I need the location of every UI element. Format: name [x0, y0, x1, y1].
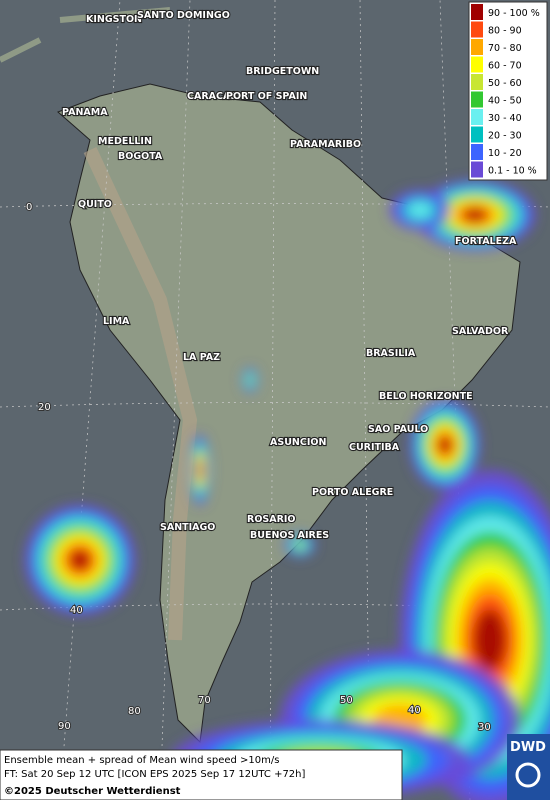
city-label: SANTO DOMINGO	[137, 10, 230, 21]
city-label: FORTALEZA	[455, 236, 517, 247]
legend-label: 90 - 100 %	[488, 8, 540, 19]
legend-label: 60 - 70	[488, 61, 522, 72]
legend-label: 80 - 90	[488, 26, 522, 37]
city-label: ASUNCION	[270, 437, 326, 448]
city-label: CARACAS	[187, 91, 237, 102]
legend-label: 50 - 60	[488, 78, 522, 89]
footer-line: Ensemble mean + spread of Mean wind spee…	[4, 755, 279, 766]
legend-swatch	[471, 161, 483, 178]
city-label: BELO HORIZONTE	[379, 391, 473, 402]
probability-area	[464, 208, 486, 222]
andes	[83, 147, 198, 641]
probability-area	[408, 202, 432, 218]
city-label: PORT OF SPAIN	[226, 91, 307, 102]
city-label: QUITO	[78, 199, 112, 210]
footer-box	[0, 749, 403, 800]
legend-label: 0.1 - 10 %	[488, 166, 537, 177]
graticule-label: 0	[26, 202, 32, 213]
footer-line: ©2025 Deutscher Wetterdienst	[4, 786, 181, 797]
city-label: SAO PAULO	[368, 424, 428, 435]
city-label: LIMA	[103, 316, 130, 327]
city-label: PANAMA	[62, 107, 108, 118]
probability-area	[438, 436, 452, 454]
legend-label: 40 - 50	[488, 96, 522, 107]
legend-label: 70 - 80	[488, 43, 522, 54]
legend-swatch	[471, 74, 483, 90]
legend-label: 10 - 20	[488, 148, 522, 159]
legend-swatch	[471, 56, 483, 73]
probability-area	[295, 541, 305, 549]
city-label: SALVADOR	[452, 326, 509, 337]
city-label: SANTIAGO	[160, 522, 215, 533]
graticule-label: 90	[58, 721, 71, 732]
probability-area	[198, 463, 202, 477]
legend-swatch	[471, 21, 483, 38]
probability-area	[70, 550, 90, 570]
graticule-label: 80	[128, 706, 141, 717]
city-label: BOGOTA	[118, 151, 163, 162]
legend-label: 30 - 40	[488, 113, 522, 124]
legend-label: 20 - 30	[488, 131, 522, 142]
footer-line: FT: Sat 20 Sep 12 UTC [ICON EPS 2025 Sep…	[4, 769, 306, 780]
graticule-label: 50	[340, 695, 353, 706]
legend-swatch	[471, 126, 483, 143]
city-label: LA PAZ	[183, 352, 220, 363]
legend: 90 - 100 % 80 - 90 70 - 80 60 - 70 50 - 60 40…	[468, 1, 548, 181]
legend-swatch	[471, 39, 483, 55]
city-label: PARAMARIBO	[290, 139, 361, 150]
graticule-label: 40	[408, 705, 421, 716]
probability-area	[247, 376, 253, 384]
logo-text: DWD	[510, 740, 546, 755]
city-label: KINGSTON	[86, 14, 142, 25]
legend-swatch	[471, 91, 483, 108]
graticule-label: 40	[70, 605, 83, 616]
logo-icon	[515, 762, 541, 788]
legend-swatch	[471, 109, 483, 125]
city-label: BRIDGETOWN	[246, 66, 319, 77]
city-label: BUENOS AIRES	[250, 530, 329, 541]
legend-swatch	[471, 144, 483, 160]
graticule-label: 70	[198, 695, 211, 706]
probability-area	[473, 609, 507, 671]
graticule-label: 20	[38, 402, 51, 413]
logo	[507, 734, 550, 800]
city-label: BRASILIA	[366, 348, 416, 359]
city-label: PORTO ALEGRE	[312, 487, 393, 498]
city-label: CURITIBA	[349, 442, 400, 453]
legend-swatch	[471, 4, 483, 20]
city-label: ROSARIO	[247, 514, 296, 525]
graticule-label: 30	[478, 722, 491, 733]
islands	[0, 7, 171, 63]
city-label: MEDELLIN	[98, 136, 152, 147]
